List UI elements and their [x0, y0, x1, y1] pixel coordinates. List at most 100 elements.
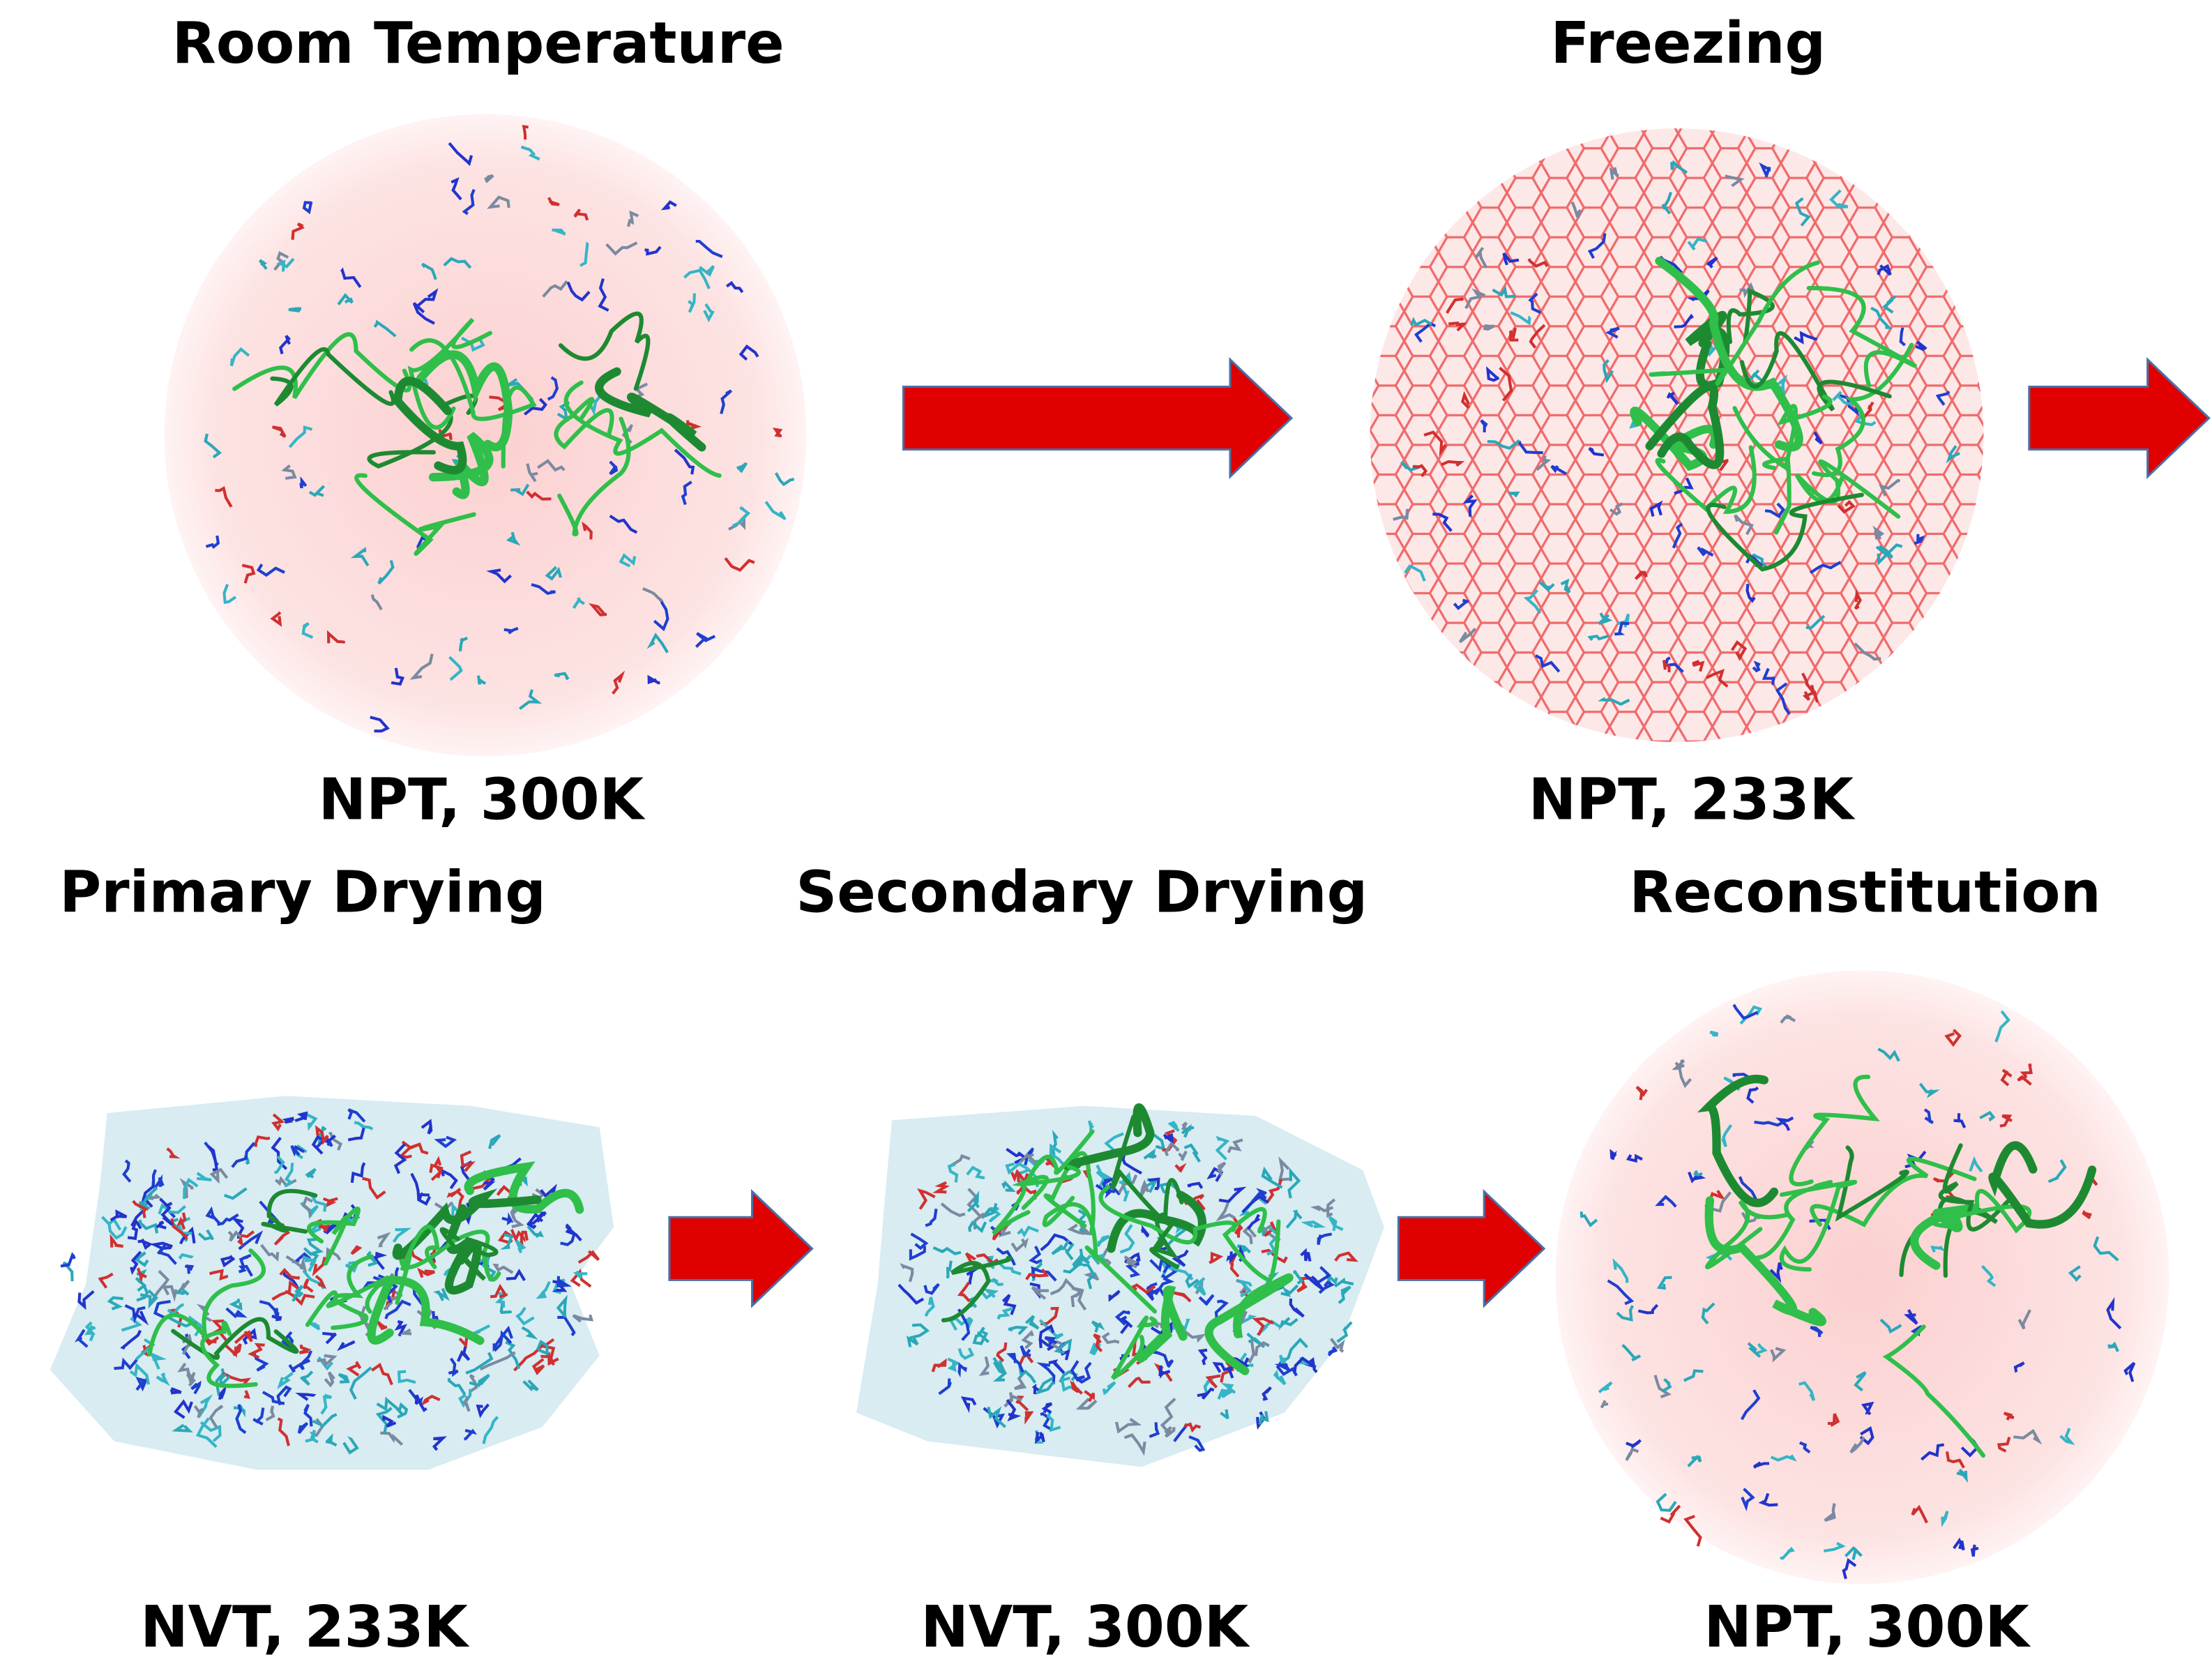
excipient-molecule [1877, 1048, 1900, 1062]
excipient-molecule [1336, 1321, 1353, 1343]
excipient-molecule [1616, 1305, 1635, 1322]
excipient-molecule [1899, 327, 1906, 347]
excipient-molecule [1155, 1350, 1174, 1368]
excipient-molecule [1006, 1398, 1022, 1422]
excipient-molecule [1692, 660, 1705, 672]
excipient-molecule [960, 1396, 977, 1414]
excipient-molecule [1508, 491, 1520, 498]
excipient-molecule [695, 632, 716, 648]
excipient-molecule [1188, 1435, 1206, 1452]
excipient-molecule [218, 1384, 227, 1400]
excipient-molecule [552, 1280, 568, 1292]
excipient-molecule [1001, 1294, 1017, 1315]
excipient-molecule [190, 1380, 202, 1395]
excipient-molecule [526, 490, 552, 501]
excipient-molecule [421, 1119, 433, 1135]
excipient-molecule [74, 1329, 89, 1348]
excipient-molecule [1114, 1310, 1131, 1326]
excipient-molecule [1241, 1194, 1269, 1213]
excipient-molecule [1879, 1318, 1902, 1334]
excipient-molecule [303, 1247, 319, 1267]
excipient-molecule [136, 1283, 149, 1302]
excipient-molecule [1285, 1209, 1303, 1229]
excipient-molecule [166, 1147, 181, 1159]
protein-ribbon [1835, 1145, 1909, 1222]
excipient-molecule [1474, 247, 1487, 269]
excipient-molecule [114, 1357, 138, 1370]
protein-ribbon [554, 397, 614, 450]
excipient-molecule [1178, 1150, 1188, 1161]
excipient-molecule [994, 1258, 1022, 1276]
excipient-molecule [291, 1292, 304, 1302]
protein-ribbon [941, 1255, 1013, 1323]
excipient-molecule [109, 1234, 123, 1248]
excipient-molecule [772, 428, 783, 438]
excipient-molecule [520, 1230, 529, 1246]
excipient-molecule [209, 1405, 224, 1428]
excipient-molecule [565, 1223, 582, 1242]
excipient-molecule [220, 1255, 236, 1268]
excipient-molecule [1330, 1338, 1345, 1353]
excipient-molecule [503, 626, 519, 635]
excipient-molecule [1183, 1330, 1206, 1343]
excipient-molecule [1653, 1375, 1672, 1399]
protein-ribbon [1704, 1200, 1789, 1269]
excipient-molecule [1229, 1253, 1240, 1278]
excipient-molecule [1246, 1213, 1261, 1230]
excipient-molecule [1139, 1179, 1150, 1197]
excipient-molecule [337, 1340, 356, 1352]
excipient-molecule [1709, 1030, 1719, 1037]
excipient-molecule [432, 1436, 447, 1451]
excipient-molecule [377, 1232, 391, 1248]
excipient-molecule [433, 1287, 450, 1301]
excipient-molecule [205, 1206, 221, 1225]
excipient-molecule [142, 1184, 156, 1208]
excipient-molecule [1759, 162, 1771, 178]
excipient-molecule [997, 1307, 1013, 1320]
excipient-molecule [1258, 1411, 1269, 1426]
excipient-molecule [107, 1296, 123, 1310]
excipient-molecule [303, 1404, 313, 1427]
excipient-molecule [1725, 174, 1745, 188]
excipient-molecule [397, 1370, 416, 1384]
excipient-molecule [1031, 1266, 1057, 1282]
excipient-molecule [557, 1315, 576, 1336]
excipient-molecule [1956, 1469, 1968, 1483]
excipient-molecule [1145, 1177, 1158, 1193]
excipient-molecule [1626, 1154, 1643, 1163]
excipient-molecule [506, 531, 521, 546]
excipient-molecule [1040, 1233, 1073, 1251]
protein-ribbon [1706, 492, 1864, 572]
excipient-molecule [1101, 1331, 1120, 1345]
excipient-molecule [1745, 584, 1756, 603]
excipient-molecule [1662, 660, 1671, 672]
excipient-molecule [1220, 1409, 1229, 1420]
excipient-molecule [1075, 1398, 1098, 1410]
excipient-molecule [1580, 1211, 1598, 1227]
excipient-molecule [234, 1330, 253, 1345]
excipient-molecule [1448, 321, 1467, 332]
excipient-molecule [1226, 1251, 1237, 1264]
excipient-molecule [957, 1347, 974, 1360]
excipient-molecule [1509, 327, 1519, 342]
protein-ribbon [367, 1276, 485, 1345]
excipient-molecule [1487, 439, 1521, 450]
excipient-molecule [972, 1331, 989, 1345]
arrow [2028, 357, 2211, 479]
excipient-molecule [122, 1159, 132, 1183]
protein-ribbon [1043, 1151, 1096, 1235]
protein-ribbon [1098, 1185, 1237, 1245]
excipient-molecule [284, 1163, 294, 1188]
excipient-molecule [1218, 1186, 1247, 1204]
excipient-molecule [417, 1193, 432, 1206]
excipient-molecule [2106, 1296, 2122, 1330]
excipient-molecule [1212, 1361, 1234, 1373]
excipient-molecule [1328, 1216, 1344, 1232]
protein-ribbon [1910, 1203, 1979, 1270]
excipient-molecule [1969, 1156, 1983, 1173]
excipient-molecule [2003, 1412, 2015, 1421]
excipient-molecule [1597, 697, 1630, 706]
protein-ribbon [1812, 342, 1914, 478]
excipient-molecule [1603, 359, 1614, 384]
excipient-molecule [1775, 374, 1788, 398]
